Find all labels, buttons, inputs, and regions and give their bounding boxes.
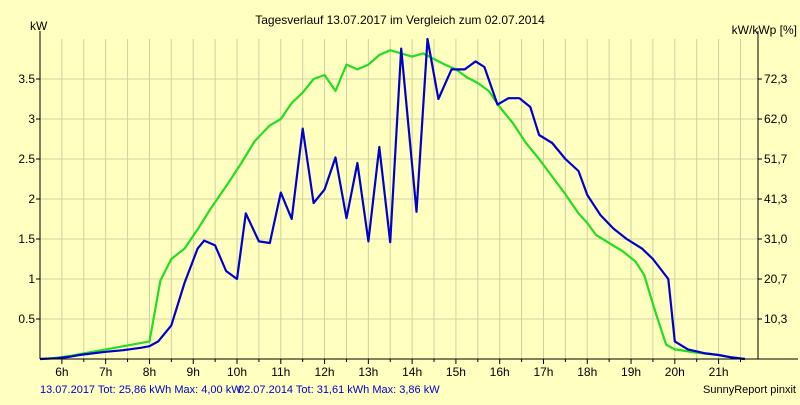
x-tick-label: 6h bbox=[55, 365, 68, 379]
y2-tick-label: 72,3 bbox=[764, 72, 788, 86]
y-tick-label: 2 bbox=[28, 192, 35, 206]
series-line-2017 bbox=[39, 37, 746, 361]
x-tick-label: 19h bbox=[621, 365, 641, 379]
y2-tick-label: 51,7 bbox=[764, 152, 788, 166]
x-tick-label: 21h bbox=[709, 365, 729, 379]
y2-tick-label: 10,3 bbox=[764, 312, 788, 326]
x-tick-label: 9h bbox=[187, 365, 200, 379]
y-tick-label: 1 bbox=[28, 272, 35, 286]
x-tick-label: 12h bbox=[315, 365, 335, 379]
x-tick-label: 10h bbox=[227, 365, 247, 379]
x-tick-label: 15h bbox=[446, 365, 466, 379]
series-line-2014 bbox=[39, 49, 746, 361]
y-tick-label: 2.5 bbox=[18, 152, 35, 166]
y2-tick-label: 31,0 bbox=[764, 232, 788, 246]
y-tick-label: 3 bbox=[28, 112, 35, 126]
y2-tick-label: 41,3 bbox=[764, 192, 788, 206]
y2-tick-label: 20,7 bbox=[764, 272, 788, 286]
x-tick-label: 11h bbox=[271, 365, 290, 379]
x-tick-label: 14h bbox=[402, 365, 422, 379]
x-tick-label: 8h bbox=[143, 365, 156, 379]
y-tick-label: 0.5 bbox=[18, 312, 35, 326]
legend-entry-2017: 13.07.2017 Tot: 25,86 kWh Max: 4,00 kW bbox=[40, 384, 242, 396]
credit-text: SunnyReport pinxit bbox=[703, 384, 796, 396]
legend-entry-2014: 02.07.2014 Tot: 31,61 kWh Max: 3,86 kW bbox=[238, 384, 440, 396]
chart-title: Tagesverlauf 13.07.2017 im Vergleich zum… bbox=[255, 13, 545, 27]
y2-axis-label: kW/kWp [%] bbox=[732, 23, 797, 37]
x-tick-label: 7h bbox=[99, 365, 112, 379]
x-tick-label: 13h bbox=[358, 365, 378, 379]
series-layer bbox=[39, 37, 746, 361]
y-axis-label: kW bbox=[30, 19, 48, 33]
axis-layer bbox=[36, 31, 798, 364]
x-tick-label: 16h bbox=[490, 365, 510, 379]
x-tick-label: 20h bbox=[665, 365, 685, 379]
x-tick-label: 18h bbox=[577, 365, 597, 379]
y-tick-label: 3.5 bbox=[18, 72, 35, 86]
y2-tick-label: 62,0 bbox=[764, 112, 788, 126]
label-layer: 0.5 10,3 1 20,7 1.5 31,0 2 41,3 2.5 51,7 3 62,0 3.5 7… bbox=[18, 72, 787, 379]
x-tick-label: 17h bbox=[533, 365, 553, 379]
y-tick-label: 1.5 bbox=[18, 232, 35, 246]
